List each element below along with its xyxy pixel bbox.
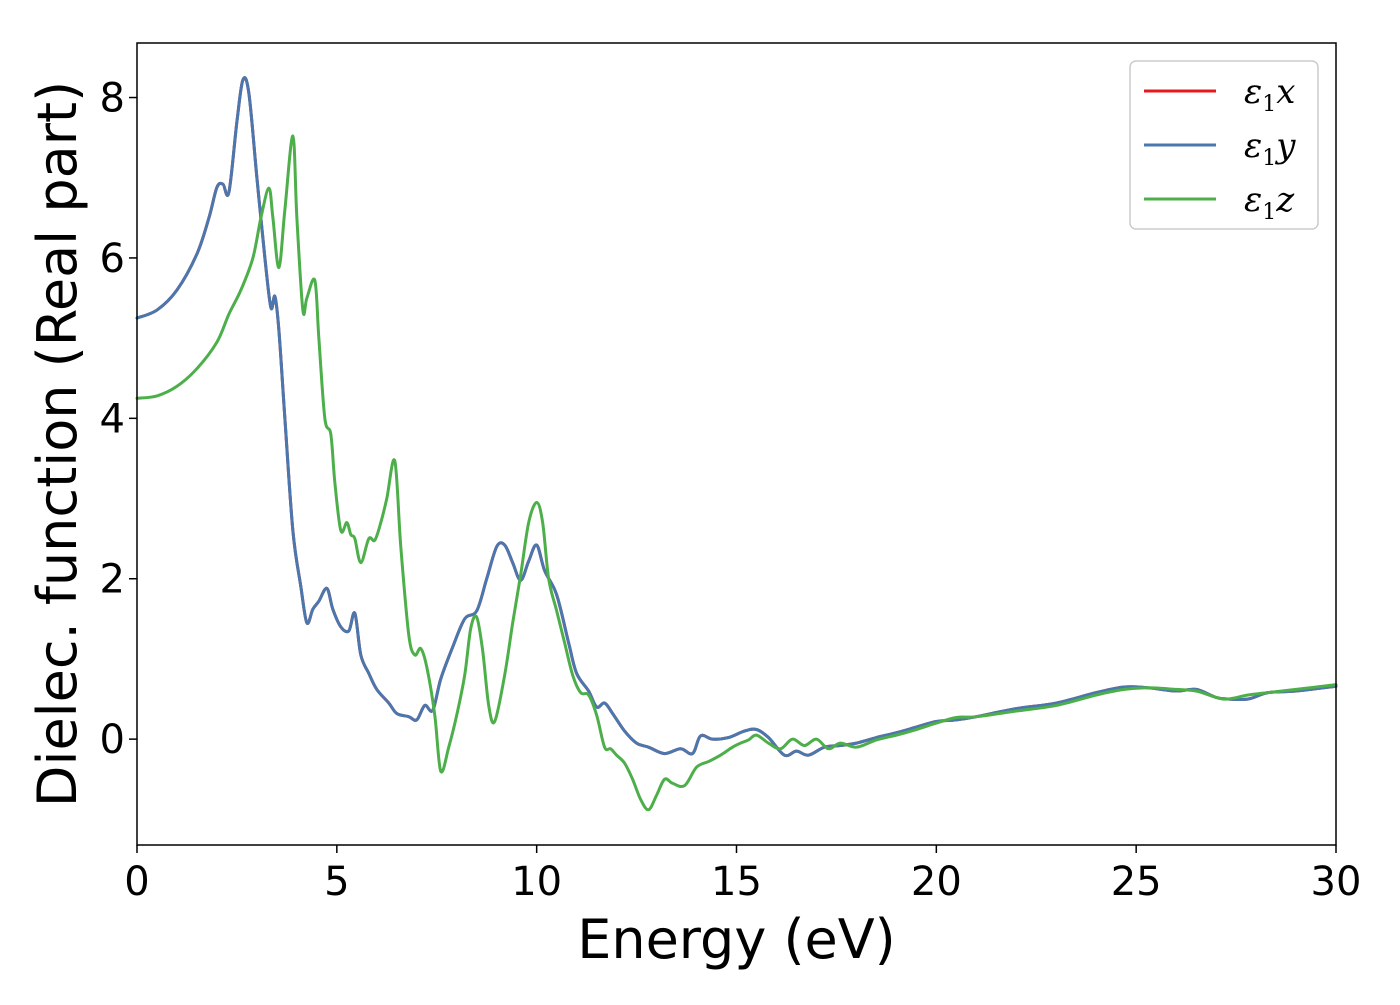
- legend-label-z: ε1z: [1244, 180, 1295, 225]
- y-axis-label: Dielec. function (Real part): [26, 81, 89, 807]
- legend-label-x: ε1x: [1244, 72, 1295, 117]
- legend: ε1x ε1y ε1z: [1129, 60, 1319, 230]
- x-axis-label: Energy (eV): [577, 908, 896, 971]
- x-tick-label: 5: [324, 859, 349, 905]
- x-tick-label: 15: [711, 859, 762, 905]
- series-line-z: [135, 134, 1338, 812]
- legend-box: [1129, 60, 1319, 230]
- series-line-y: [135, 76, 1338, 758]
- series-layer: [135, 76, 1338, 812]
- x-tick-label: 10: [511, 859, 562, 905]
- x-tick-label: 25: [1111, 859, 1162, 905]
- x-axis-ticks: 0 5 10 15 20 25 30: [124, 845, 1361, 905]
- x-tick-label: 30: [1311, 859, 1362, 905]
- y-axis-ticks: 0 2 4 6 8: [100, 76, 137, 763]
- y-tick-label: 6: [100, 236, 125, 282]
- x-tick-label: 20: [911, 859, 962, 905]
- y-tick-label: 8: [100, 76, 125, 122]
- x-tick-label: 0: [124, 859, 149, 905]
- y-tick-label: 2: [100, 557, 125, 603]
- legend-label-y: ε1y: [1244, 126, 1296, 171]
- y-tick-label: 0: [100, 717, 125, 763]
- y-tick-label: 4: [100, 396, 125, 442]
